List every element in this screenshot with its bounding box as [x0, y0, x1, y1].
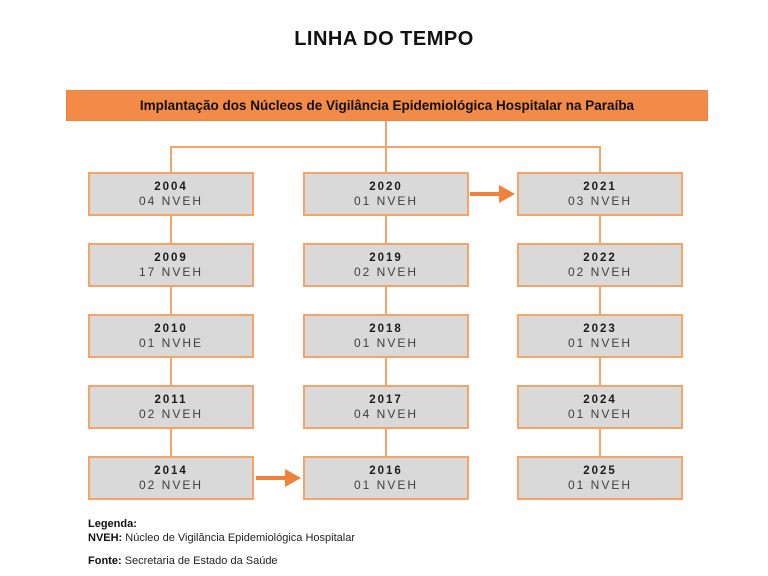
- box-year: 2018: [369, 322, 403, 335]
- box-year: 2011: [154, 393, 188, 406]
- connector-2010-2011: [170, 358, 172, 385]
- timeline-box-2014: 2014 02 NVEH: [88, 456, 254, 500]
- timeline-box-2019: 2019 02 NVEH: [303, 243, 469, 287]
- box-count: 02 NVEH: [138, 406, 204, 421]
- timeline-box-2021: 2021 03 NVEH: [517, 172, 683, 216]
- box-year: 2010: [154, 322, 188, 335]
- box-count: 04 NVEH: [353, 406, 419, 421]
- box-count: 01 NVHE: [138, 335, 204, 350]
- page-title: LINHA DO TEMPO: [294, 28, 474, 50]
- box-year: 2025: [583, 464, 617, 477]
- box-year: 2014: [154, 464, 188, 477]
- box-count: 01 NVEH: [353, 477, 419, 492]
- connector-2011-2014: [170, 429, 172, 456]
- timeline-box-2020: 2020 01 NVEH: [303, 172, 469, 216]
- box-count: 02 NVEH: [567, 264, 633, 279]
- timeline-box-2024: 2024 01 NVEH: [517, 385, 683, 429]
- box-count: 04 NVEH: [138, 193, 204, 208]
- arrow-head-2014-to-2016-icon: [285, 469, 301, 487]
- timeline-box-2009: 2009 17 NVEH: [88, 243, 254, 287]
- connector-drop-col1: [170, 146, 172, 172]
- box-count: 02 NVEH: [138, 477, 204, 492]
- timeline-box-2025: 2025 01 NVEH: [517, 456, 683, 500]
- box-year: 2017: [369, 393, 403, 406]
- box-year: 2022: [583, 251, 617, 264]
- box-count: 03 NVEH: [567, 193, 633, 208]
- connector-2022-2023: [599, 287, 601, 314]
- box-year: 2023: [583, 322, 617, 335]
- connector-2023-2024: [599, 358, 601, 385]
- box-year: 2021: [583, 180, 617, 193]
- connector-2018-2017: [385, 358, 387, 385]
- legend-source: Fonte: Secretaria de Estado da Saúde: [88, 555, 278, 567]
- box-count: 01 NVEH: [567, 335, 633, 350]
- arrow-2014-to-2016: [256, 476, 286, 480]
- connector-2019-2018: [385, 287, 387, 314]
- arrow-head-2020-to-2021-icon: [499, 185, 515, 203]
- arrow-2020-to-2021: [470, 192, 500, 196]
- legend: Legenda: NVEH: Núcleo de Vigilância Epid…: [88, 517, 355, 568]
- connector-2021-2022: [599, 216, 601, 243]
- timeline-box-2023: 2023 01 NVEH: [517, 314, 683, 358]
- box-count: 01 NVEH: [567, 477, 633, 492]
- box-year: 2024: [583, 393, 617, 406]
- box-year: 2020: [369, 180, 403, 193]
- connector-2024-2025: [599, 429, 601, 456]
- timeline-box-2022: 2022 02 NVEH: [517, 243, 683, 287]
- legend-heading: Legenda:: [88, 518, 137, 530]
- box-count: 01 NVEH: [353, 335, 419, 350]
- box-year: 2016: [369, 464, 403, 477]
- connector-2009-2010: [170, 287, 172, 314]
- box-count: 01 NVEH: [567, 406, 633, 421]
- timeline-box-2018: 2018 01 NVEH: [303, 314, 469, 358]
- timeline-box-2010: 2010 01 NVHE: [88, 314, 254, 358]
- legend-definition: NVEH: Núcleo de Vigilância Epidemiológic…: [88, 532, 356, 544]
- box-count: 01 NVEH: [353, 193, 419, 208]
- connector-2020-2019: [385, 216, 387, 243]
- box-count: 17 NVEH: [138, 264, 204, 279]
- timeline-box-2016: 2016 01 NVEH: [303, 456, 469, 500]
- box-year: 2009: [154, 251, 188, 264]
- connector-drop-col3: [599, 146, 601, 172]
- box-year: 2004: [154, 180, 188, 193]
- box-count: 02 NVEH: [353, 264, 419, 279]
- timeline-box-2004: 2004 04 NVEH: [88, 172, 254, 216]
- connector-rail: [170, 146, 601, 148]
- connector-2017-2016: [385, 429, 387, 456]
- timeline-box-2011: 2011 02 NVEH: [88, 385, 254, 429]
- banner: Implantação dos Núcleos de Vigilância Ep…: [66, 90, 708, 121]
- timeline-box-2017: 2017 04 NVEH: [303, 385, 469, 429]
- connector-2004-2009: [170, 216, 172, 243]
- box-year: 2019: [369, 251, 403, 264]
